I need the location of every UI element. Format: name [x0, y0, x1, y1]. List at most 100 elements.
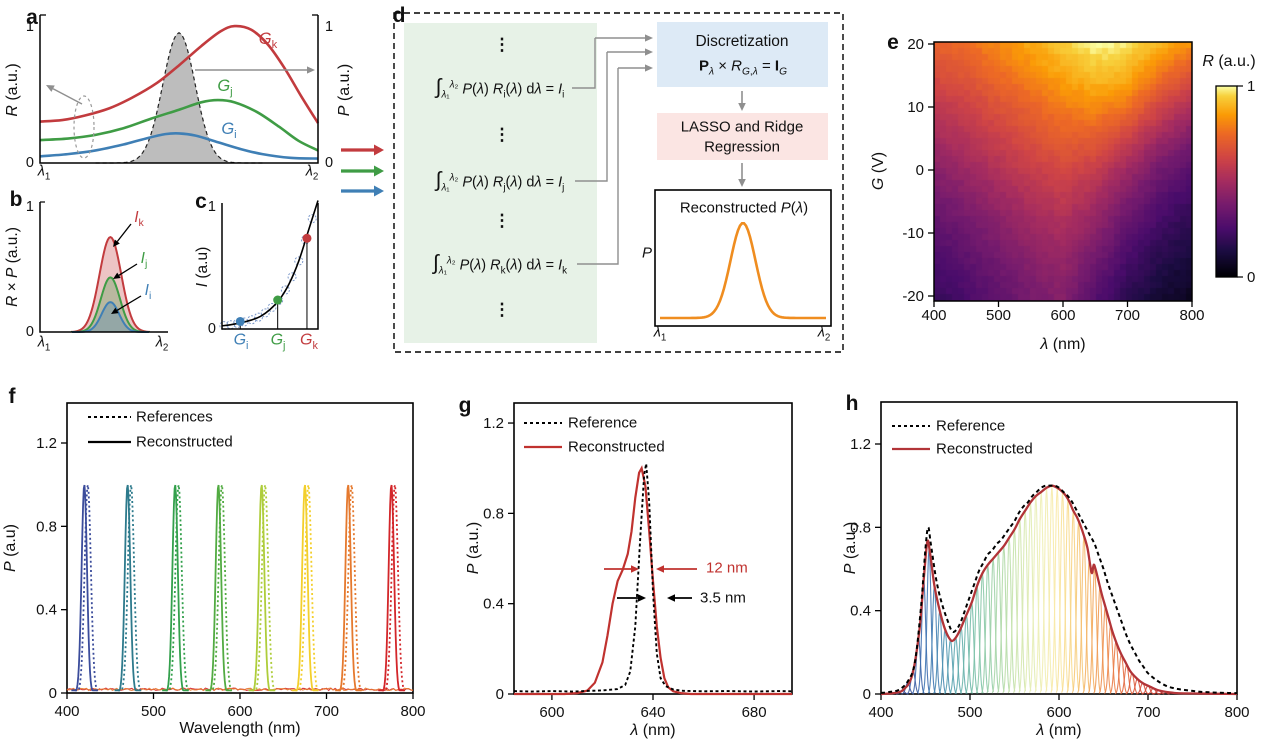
c-dot-gi: [235, 316, 245, 326]
d-outer-dashed-box: [393, 12, 844, 353]
a-xmax-label: λ2: [305, 163, 319, 183]
d-equation-k: ∫λ₁λ₂ P(λ) Rk(λ) dλ = Ik: [432, 251, 568, 277]
h-subpeak: [965, 602, 979, 694]
h-subpeak: [1007, 529, 1021, 694]
h-subpeak: [1082, 559, 1096, 694]
e-ytick-label: 0: [916, 162, 924, 179]
h-legend-reference: Reference: [936, 417, 1006, 435]
f-xtick-label: 600: [227, 703, 252, 720]
g-annotation-12nm: 12 nm: [706, 559, 748, 577]
f-frame: [66, 402, 414, 694]
g-annotation-3p5nm: 3.5 nm: [700, 589, 746, 607]
g-arrow-12nm-right-head: [656, 565, 664, 573]
d-arrow-lasso-to-recon-head: [738, 179, 746, 187]
h-ytick-label: 1.2: [850, 436, 871, 453]
h-xlabel: λ (nm): [1036, 721, 1082, 739]
f-legend-references: References: [136, 408, 213, 426]
d-discretization-box: [657, 22, 828, 87]
d-dots-4: ⋮: [493, 300, 511, 320]
c-data-circle: [294, 256, 304, 266]
panel-letter-b: b: [9, 187, 23, 211]
d-arrow-disc-to-lasso-head: [738, 103, 746, 111]
panel-letter-f: f: [8, 384, 16, 408]
a-ytick-1: 1: [26, 19, 34, 35]
colorbar-canvas: [1216, 86, 1237, 277]
a-arrow-to-r-axis-head: [46, 85, 55, 92]
c-data-circle: [260, 308, 270, 318]
b-ylabel: R × P (a.u.): [4, 227, 22, 307]
f-peak-525-reconstructed: [162, 484, 188, 692]
b-arrow-ik-head: [113, 239, 120, 247]
e-colorbar-frame: [1215, 85, 1238, 278]
e-xtick-label: 400: [921, 307, 946, 324]
h-reference-curve: [880, 484, 1238, 695]
h-ytick-label: 0.4: [850, 603, 871, 620]
d-connector-k-head: [645, 64, 653, 72]
a-ylabel-right: P (a.u.): [335, 63, 353, 117]
arrow-red-gk-head: [374, 144, 384, 156]
a-curve-gj: [39, 98, 319, 152]
c-data-circle: [247, 315, 257, 325]
c-xlabel-gj: Gj: [270, 331, 286, 352]
h-legend-reconstructed: Reconstructed: [936, 440, 1033, 458]
c-dot-gk: [302, 233, 312, 243]
b-label-ik: Ik: [134, 208, 144, 229]
d-connector-i: [572, 38, 596, 89]
h-subpeak: [1066, 510, 1080, 694]
a-xmin-label: λ1: [37, 163, 51, 183]
h-xtick-label: 700: [1135, 704, 1160, 721]
a-ylabel-left: R (a.u.): [3, 63, 21, 117]
h-subpeak: [1039, 487, 1053, 693]
h-ytick-label: 0.8: [850, 519, 871, 536]
f-xtick-label: 700: [314, 703, 339, 720]
h-xtick-label: 600: [1046, 704, 1071, 721]
d-reconstructed-box: [654, 189, 832, 327]
e-cbar-tick-0: 0: [1247, 269, 1255, 286]
a-ytick-right-1: 1: [325, 19, 333, 35]
a-curve-gi: [39, 131, 319, 160]
a-ytick-right-0: 0: [325, 155, 333, 171]
e-ytick-label: -10: [902, 225, 924, 242]
f-peak-725-reconstructed: [335, 484, 361, 692]
f-peak-424-reference: [74, 484, 101, 692]
h-ylabel: P (a.u.): [841, 521, 859, 575]
d-inset-xmax: λ2: [817, 324, 831, 344]
g-legend-reference: Reference: [568, 414, 638, 432]
a-arrow-to-p-axis-head: [307, 66, 315, 74]
g-xtick-label: 600: [539, 704, 564, 721]
c-dot-gj: [273, 295, 283, 305]
h-subpeak: [997, 546, 1010, 694]
a-curve-gk: [39, 24, 320, 124]
b-arrow-ij: [118, 263, 138, 276]
h-ytick-label: 0: [863, 686, 871, 703]
d-dots-2: ⋮: [493, 125, 511, 145]
panel-letter-g: g: [458, 393, 472, 417]
e-cbar-tick-1: 1: [1247, 78, 1255, 95]
e-ytick-label: -20: [902, 288, 924, 305]
b-arrow-ik: [116, 223, 132, 242]
arrow-green-gj-head: [374, 165, 384, 177]
g-arrow-3p5nm-right-head: [667, 594, 675, 602]
h-subpeak: [986, 558, 1000, 694]
a-axes: [39, 15, 319, 164]
h-subpeak: [1071, 521, 1085, 694]
arrow-blue-gi-head: [374, 185, 384, 197]
h-subpeak: [1002, 537, 1016, 694]
b-arrow-ii: [116, 295, 142, 311]
b-axes: [39, 202, 168, 333]
f-ytick-label: 0: [49, 685, 57, 702]
d-dots-3: ⋮: [493, 211, 511, 231]
g-xtick-label: 640: [640, 704, 665, 721]
d-connector-i-head: [645, 34, 653, 42]
d-inset-curve: [660, 222, 826, 320]
g-legend-reconstructed: Reconstructed: [568, 438, 665, 456]
h-subpeak: [1029, 496, 1043, 693]
e-xtick-label: 700: [1115, 307, 1140, 324]
g-reconstructed-curve: [514, 465, 792, 696]
h-subpeak: [1018, 510, 1032, 694]
a-curve-label-gi: Gi: [221, 119, 237, 142]
f-peak-779-reference: [381, 484, 408, 692]
b-xmin-label: λ1: [37, 334, 51, 354]
f-peak-679-reference: [295, 484, 321, 692]
